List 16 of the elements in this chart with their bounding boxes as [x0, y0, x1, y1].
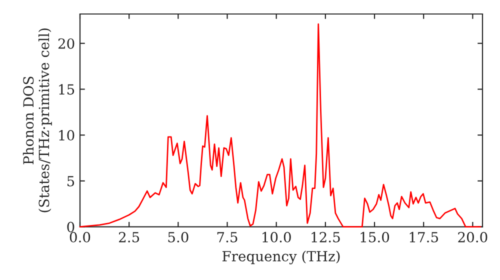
x-tick-label: 10.0	[262, 232, 291, 242]
x-tick-label: 2.5	[118, 232, 140, 242]
x-tick-label: 5.0	[168, 232, 188, 242]
y-tick-label: 5	[67, 176, 74, 186]
x-tick-label: 15.0	[360, 232, 390, 242]
y-tick-label: 0	[67, 222, 74, 232]
x-tick-label: 0.0	[70, 232, 90, 242]
x-tick-label: 7.5	[217, 232, 238, 242]
y-axis-title: Phonon DOS (States/THz·primitive cell)	[22, 28, 52, 212]
x-tick-label: 17.5	[410, 232, 438, 242]
x-axis-title: Frequency (THz)	[222, 250, 340, 264]
x-tick-label: 20.0	[458, 232, 488, 242]
x-tick-label: 12.5	[312, 232, 340, 242]
y-tick-label: 15	[59, 84, 74, 95]
y-tick-label: 10	[59, 130, 74, 141]
y-tick-label: 20	[58, 38, 74, 49]
